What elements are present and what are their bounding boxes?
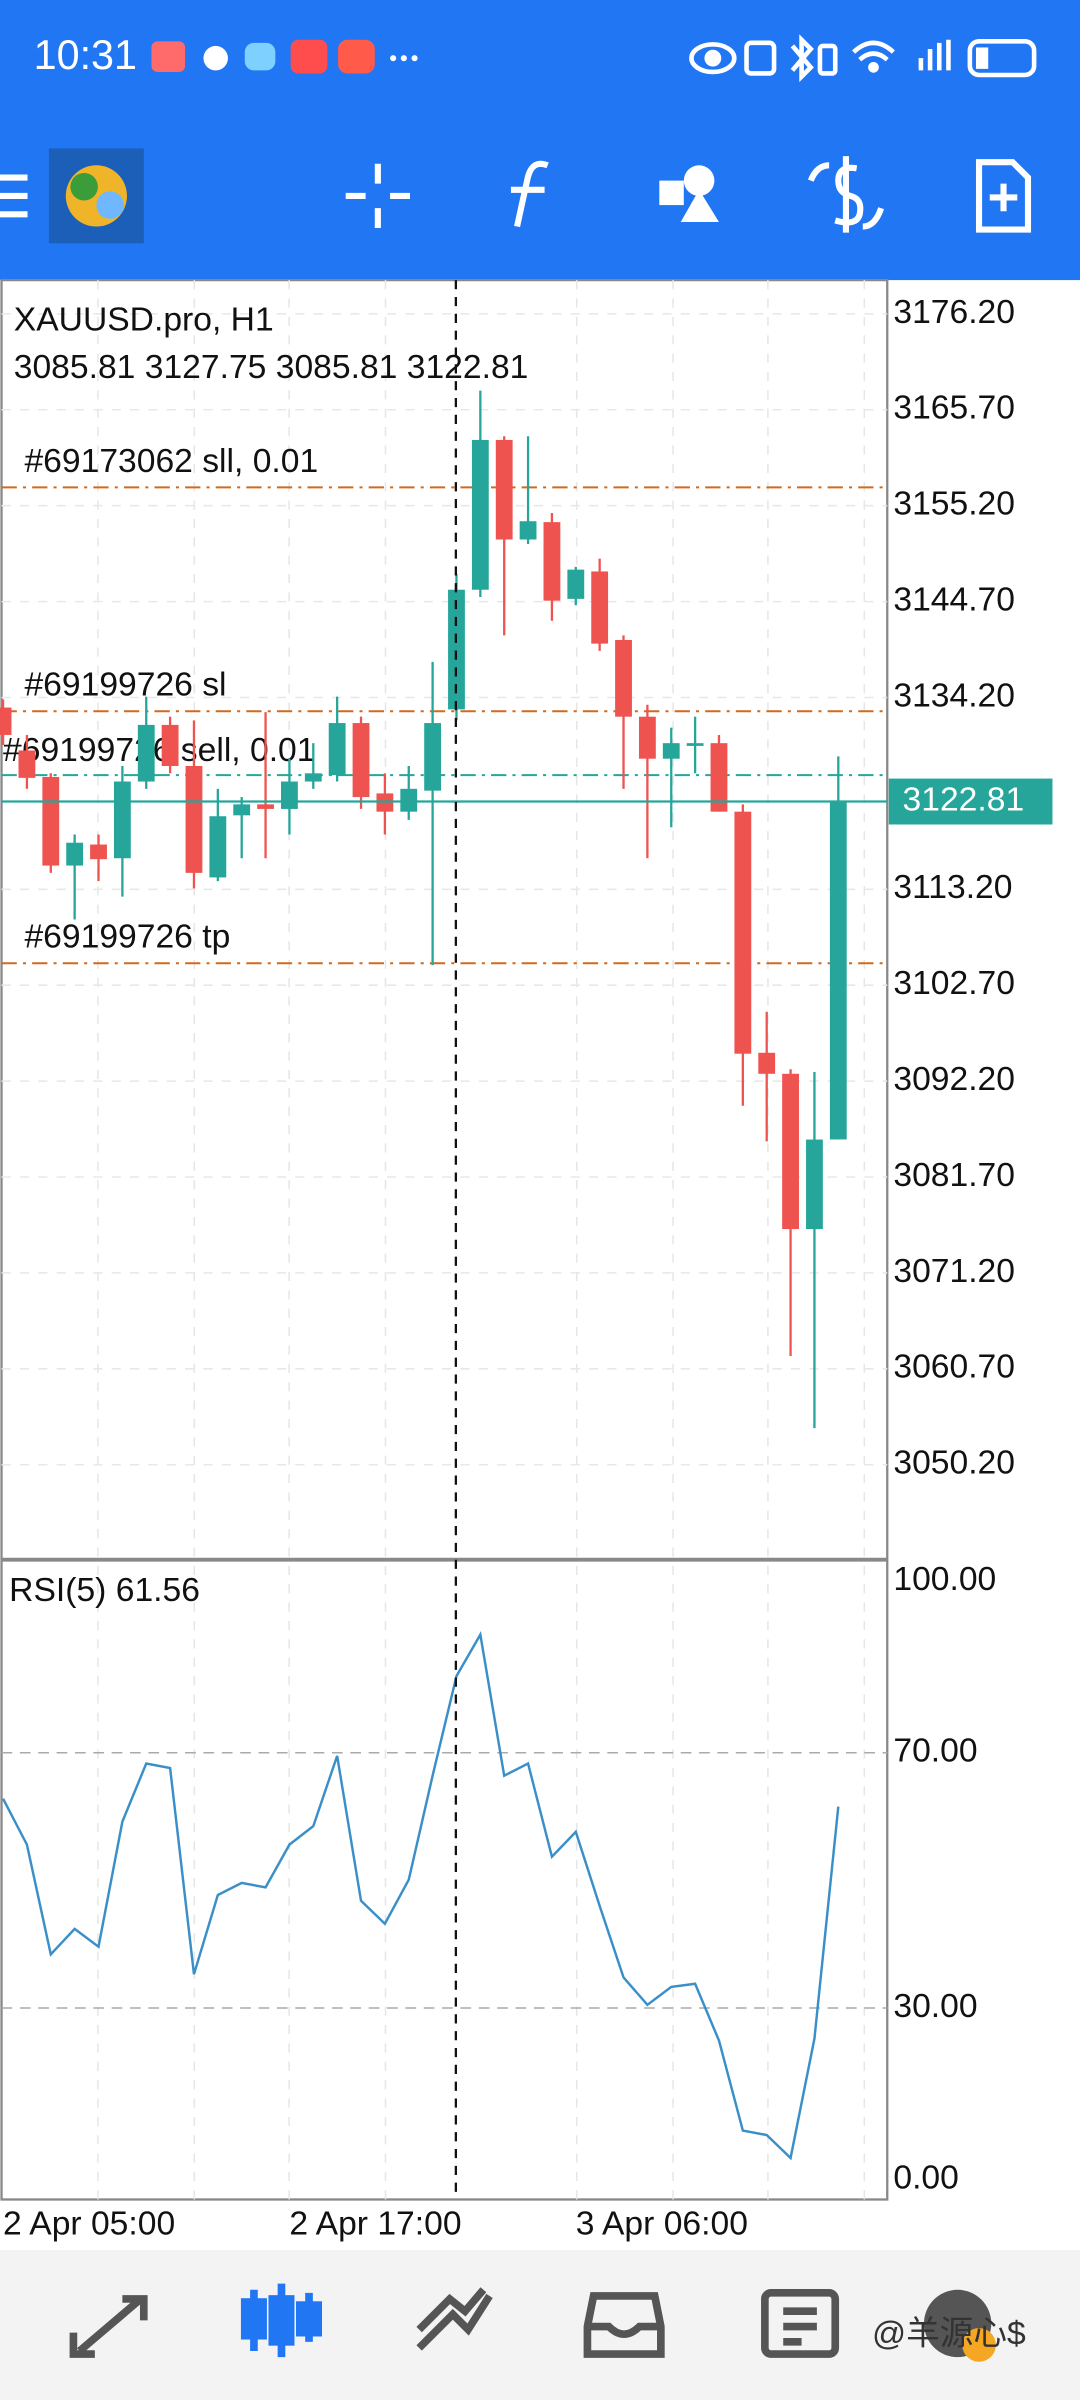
vertical-grid [97, 280, 866, 2200]
candle-body [161, 724, 179, 766]
close-value: 3122.81 [407, 349, 529, 386]
candle-body [66, 842, 84, 866]
candle-body [662, 743, 680, 759]
candle-body [233, 804, 251, 816]
status-time: 10:31 [34, 32, 137, 78]
candle-body [829, 801, 847, 1140]
candle-body [281, 781, 298, 809]
y-tick-label: 3155.20 [893, 486, 1015, 523]
y-tick-label: 3176.20 [893, 294, 1015, 331]
chart-tab[interactable] [240, 2283, 323, 2358]
current-price-tag [888, 778, 1053, 825]
candle-body [18, 750, 36, 778]
y-tick-label: 3102.70 [893, 965, 1015, 1002]
y-tick-label: 30.00 [893, 1988, 977, 2025]
y-tick-label: 3165.70 [893, 390, 1015, 427]
news-tab[interactable] [761, 2289, 840, 2358]
menu-button[interactable] [0, 174, 28, 218]
candle-body [758, 1052, 776, 1074]
y-tick-label: 3092.20 [893, 1061, 1015, 1098]
toolbar [0, 148, 1032, 244]
new-order-button[interactable] [975, 159, 1032, 233]
rsi-value: 61.56 [116, 1572, 200, 1609]
y-tick-label: 0.00 [893, 2159, 958, 2196]
y-tick-label: 3050.20 [893, 1445, 1015, 1482]
candle-body [591, 571, 609, 644]
status-notification-icons [151, 39, 418, 74]
candle-body [782, 1073, 799, 1230]
y-tick-label: 3134.20 [893, 677, 1015, 714]
open-value: 3085.81 [14, 349, 136, 386]
crosshair-button[interactable] [345, 163, 410, 229]
quotes-tab[interactable] [69, 2295, 148, 2358]
rsi-title: RSI(5) [9, 1572, 106, 1609]
candle-body [185, 765, 203, 873]
candle-body [519, 521, 537, 540]
x-tick-label: 3 Apr 06:00 [576, 2205, 748, 2242]
trade-button[interactable] [807, 156, 885, 233]
candle-body [257, 804, 274, 809]
candle-body [806, 1139, 823, 1230]
candle-body [137, 724, 155, 782]
bottom-nav [0, 2250, 1080, 2400]
y-tick-label: 3113.20 [893, 869, 1012, 906]
plot-layer: 3176.20 3165.70 3155.20 3144.70 3134.20 3113.… [0, 294, 1053, 2242]
candle-body [615, 639, 632, 717]
x-tick-label: 2 Apr 05:00 [3, 2205, 175, 2242]
objects-button[interactable] [659, 165, 719, 222]
candle-body [352, 723, 370, 798]
y-tick-label: 3081.70 [893, 1157, 1015, 1194]
rsi-readout: RSI(5) 61.56 [9, 1572, 200, 1609]
candle-body [400, 788, 418, 812]
candle-body [424, 723, 442, 791]
order-label: #69173062 sll, 0.01 [24, 443, 318, 480]
candle-body [543, 522, 561, 601]
trade-tab[interactable] [416, 2287, 493, 2351]
candle-body [42, 776, 60, 866]
order-label: #69199726 sell, 0.01 [3, 732, 315, 769]
x-tick-label: 2 Apr 17:00 [289, 2205, 461, 2242]
candle-body [209, 816, 227, 878]
candle-body [686, 743, 704, 746]
candle-body [90, 844, 107, 860]
candle-body [328, 723, 346, 776]
status-system-icons [689, 34, 1037, 83]
y-tick-label: 3144.70 [893, 581, 1015, 618]
watermark: @羊源心$ [872, 2315, 1026, 2353]
candle-body [567, 569, 585, 599]
y-tick-label: 100.00 [893, 1561, 996, 1598]
candle-body [471, 439, 489, 590]
candle-body [113, 781, 131, 859]
high-value: 3127.75 [145, 349, 267, 386]
history-tab[interactable] [583, 2292, 665, 2358]
candle-body [0, 707, 12, 735]
low-value: 3085.81 [276, 349, 398, 386]
ohlc-readout: 3085.81 3127.75 3085.81 3122.81 [14, 349, 529, 386]
y-tick-label: 3060.70 [893, 1349, 1015, 1386]
rsi-line [1, 1631, 840, 2161]
indicators-button[interactable] [510, 160, 549, 228]
app-logo[interactable] [48, 148, 144, 244]
candle-body [495, 439, 513, 540]
bottom-nav-icons [69, 2283, 996, 2362]
current-price-label: 3122.81 [903, 781, 1025, 818]
candle-body [710, 743, 728, 812]
order-label: #69199726 tp [24, 919, 230, 956]
order-label: #69199726 sl [24, 667, 226, 704]
chart-title: XAUUSD.pro, H1 [14, 301, 274, 338]
candle-body [304, 773, 322, 782]
candle-body [448, 589, 465, 710]
chart-frame [0, 278, 889, 2201]
candle-body [638, 716, 656, 759]
candle-body [734, 811, 752, 1054]
y-tick-label: 70.00 [893, 1733, 977, 1770]
y-tick-label: 3071.20 [893, 1253, 1015, 1290]
